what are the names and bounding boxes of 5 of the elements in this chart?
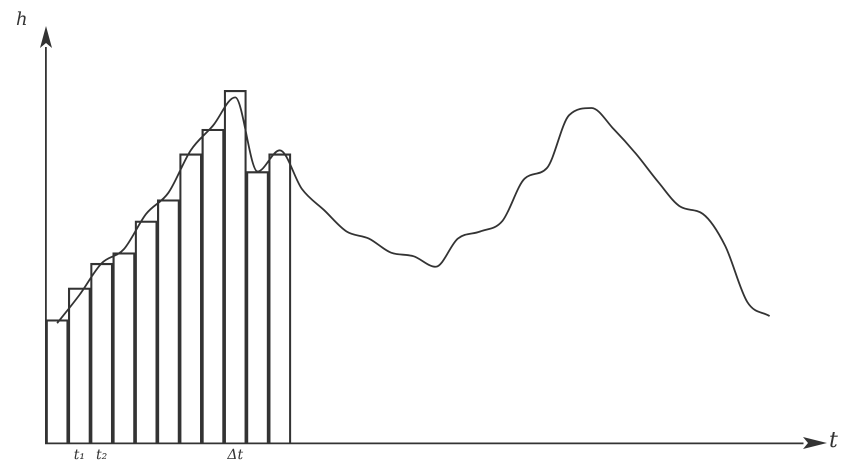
x-tick-label: Δt xyxy=(226,447,244,464)
x-tick-label: t₂ xyxy=(96,447,108,464)
y-axis-title: h xyxy=(16,9,28,30)
x-axis-title: t xyxy=(829,428,838,454)
x-tick-label: t₁ xyxy=(74,447,86,464)
